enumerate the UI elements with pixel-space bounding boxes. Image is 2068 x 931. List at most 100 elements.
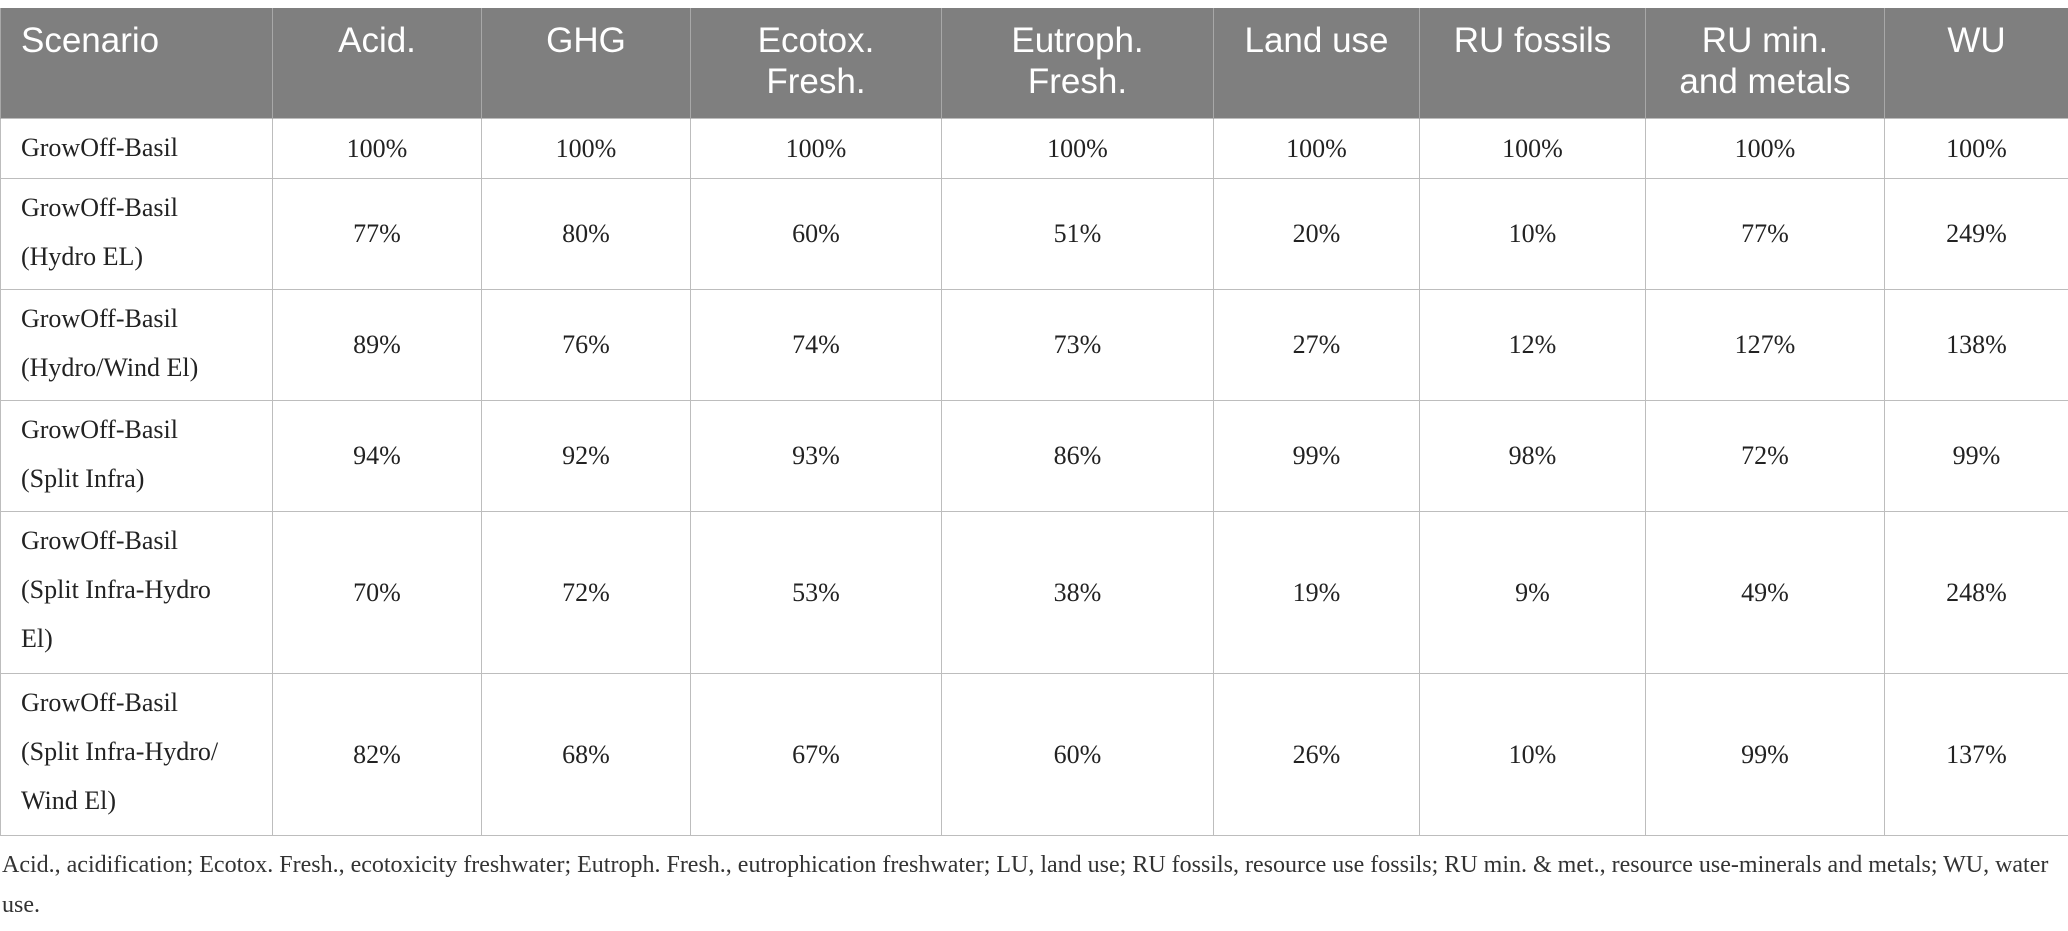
scenario-text: (Hydro/Wind El) [21, 352, 199, 382]
scenario-text: GrowOff-Basil [21, 414, 178, 444]
table-row: GrowOff-Basil 100% 100% 100% 100% 100% 100% 100… [0, 117, 2068, 179]
value-cell: 73% [941, 288, 1214, 401]
column-header-text: Eutroph. [1011, 21, 1144, 60]
table-footnote: Acid., acidification; Ecotox. Fresh., ec… [2, 852, 2049, 918]
table-row: GrowOff-Basil (Hydro EL) 77% 80% 60% 51% 20% 10… [0, 177, 2068, 290]
value-cell: 99% [1213, 399, 1420, 512]
value-cell: 100% [481, 117, 691, 179]
scenario-text: GrowOff-Basil [21, 192, 178, 222]
scenario-text: GrowOff-Basil [21, 303, 178, 333]
value-cell: 9% [1419, 510, 1646, 674]
column-header: WU [1884, 8, 2068, 118]
value-cell: 53% [690, 510, 942, 674]
scenario-comparison-table: Scenario Acid. GHG Ecotox. Fresh. Eutroph. Fre… [0, 8, 2068, 836]
value-cell: 12% [1419, 288, 1646, 401]
value-cell: 26% [1213, 672, 1420, 836]
column-header-text: and metals [1679, 62, 1851, 101]
scenario-text: GrowOff-Basil [21, 687, 178, 717]
column-header: Eutroph. Fresh. [941, 8, 1214, 118]
scenario-text: GrowOff-Basil [21, 132, 178, 162]
column-header-text: RU fossils [1453, 21, 1612, 60]
scenario-text: (Split Infra) [21, 463, 145, 493]
value-cell: 19% [1213, 510, 1420, 674]
column-header: Ecotox. Fresh. [690, 8, 942, 118]
table-body: GrowOff-Basil 100% 100% 100% 100% 100% 100% 100… [0, 117, 2068, 836]
scenario-text: Wind El) [21, 785, 116, 815]
column-header-text: Fresh. [766, 62, 866, 101]
table-row: GrowOff-Basil (Split Infra-Hydro El) 70% 72%… [0, 510, 2068, 674]
value-cell: 100% [1419, 117, 1646, 179]
column-header: Land use [1213, 8, 1420, 118]
value-cell: 99% [1884, 399, 2068, 512]
value-cell: 72% [1645, 399, 1885, 512]
value-cell: 249% [1884, 177, 2068, 290]
value-cell: 100% [1213, 117, 1420, 179]
column-header: Acid. [272, 8, 482, 118]
value-cell: 127% [1645, 288, 1885, 401]
data-table-container: Scenario Acid. GHG Ecotox. Fresh. Eutroph. Fre… [0, 8, 2068, 836]
column-header: RU fossils [1419, 8, 1646, 118]
value-cell: 10% [1419, 177, 1646, 290]
value-cell: 38% [941, 510, 1214, 674]
value-cell: 100% [1645, 117, 1885, 179]
value-cell: 77% [272, 177, 482, 290]
value-cell: 20% [1213, 177, 1420, 290]
table-row: GrowOff-Basil (Hydro/Wind El) 89% 76% 74% 73%… [0, 288, 2068, 401]
table-row: GrowOff-Basil (Split Infra-Hydro/Wind El)… [0, 672, 2068, 836]
value-cell: 70% [272, 510, 482, 674]
value-cell: 92% [481, 399, 691, 512]
value-cell: 72% [481, 510, 691, 674]
scenario-text: (Hydro EL) [21, 241, 144, 271]
value-cell: 93% [690, 399, 942, 512]
value-cell: 76% [481, 288, 691, 401]
scenario-cell: GrowOff-Basil [0, 117, 273, 179]
table-row: GrowOff-Basil (Split Infra) 94% 92% 93% 86% 99… [0, 399, 2068, 512]
scenario-cell: GrowOff-Basil (Split Infra-Hydro/Wind El) [0, 672, 273, 836]
value-cell: 100% [272, 117, 482, 179]
value-cell: 89% [272, 288, 482, 401]
column-header-text: WU [1947, 21, 2006, 60]
scenario-text: El) [21, 623, 53, 653]
scenario-text: GrowOff-Basil [21, 525, 178, 555]
value-cell: 98% [1419, 399, 1646, 512]
value-cell: 82% [272, 672, 482, 836]
column-header: GHG [481, 8, 691, 118]
scenario-cell: GrowOff-Basil (Hydro EL) [0, 177, 273, 290]
scenario-cell: GrowOff-Basil (Split Infra) [0, 399, 273, 512]
value-cell: 49% [1645, 510, 1885, 674]
value-cell: 67% [690, 672, 942, 836]
value-cell: 100% [690, 117, 942, 179]
column-header-text: Fresh. [1027, 62, 1128, 101]
header-row: Scenario Acid. GHG Ecotox. Fresh. Eutroph. Fre… [0, 8, 2068, 118]
value-cell: 94% [272, 399, 482, 512]
scenario-cell: GrowOff-Basil (Split Infra-Hydro El) [0, 510, 273, 674]
value-cell: 60% [690, 177, 942, 290]
value-cell: 74% [690, 288, 942, 401]
column-header-scenario: Scenario [0, 8, 273, 118]
column-header-text: Ecotox. [757, 21, 875, 60]
table-header: Scenario Acid. GHG Ecotox. Fresh. Eutroph. Fre… [0, 8, 2068, 118]
value-cell: 86% [941, 399, 1214, 512]
column-header-text: Land use [1244, 21, 1389, 60]
column-header-text: GHG [546, 21, 626, 60]
value-cell: 137% [1884, 672, 2068, 836]
scenario-cell: GrowOff-Basil (Hydro/Wind El) [0, 288, 273, 401]
value-cell: 77% [1645, 177, 1885, 290]
value-cell: 99% [1645, 672, 1885, 836]
value-cell: 27% [1213, 288, 1420, 401]
value-cell: 10% [1419, 672, 1646, 836]
value-cell: 60% [941, 672, 1214, 836]
value-cell: 100% [941, 117, 1214, 179]
value-cell: 68% [481, 672, 691, 836]
value-cell: 51% [941, 177, 1214, 290]
column-header: RU min. and metals [1645, 8, 1885, 118]
column-header-text: RU min. [1701, 21, 1829, 60]
scenario-text: (Split Infra-Hydro/ [21, 736, 219, 766]
value-cell: 138% [1884, 288, 2068, 401]
column-header-text: Scenario [21, 21, 160, 60]
value-cell: 100% [1884, 117, 2068, 179]
scenario-text: (Split Infra-Hydro [21, 574, 211, 604]
value-cell: 248% [1884, 510, 2068, 674]
column-header-text: Acid. [338, 21, 416, 60]
value-cell: 80% [481, 177, 691, 290]
